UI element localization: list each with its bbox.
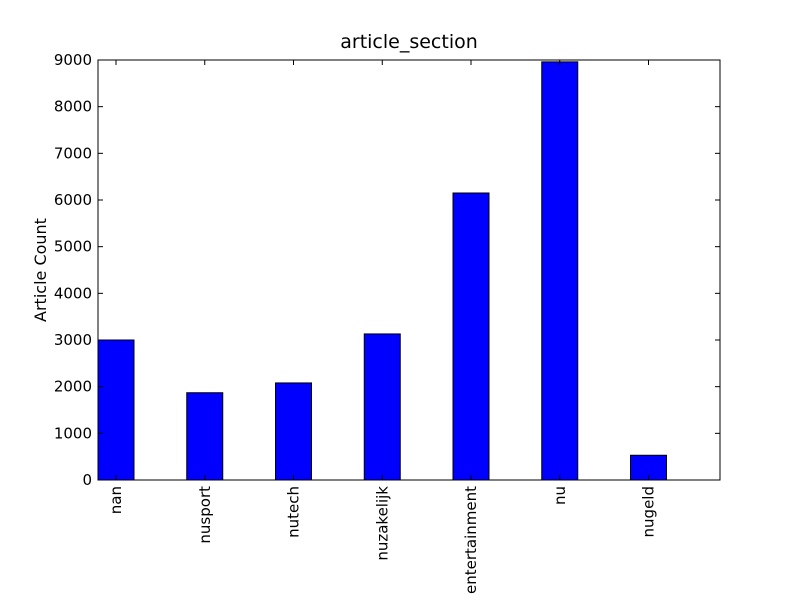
bars-layer xyxy=(97,61,667,481)
y-tick-label: 2000 xyxy=(54,378,92,396)
y-tick-label: 6000 xyxy=(54,191,92,209)
bar-nu xyxy=(541,61,579,481)
y-tick-label: 4000 xyxy=(54,284,92,302)
y-axis-label: Article Count xyxy=(31,218,50,322)
bar-entertainment xyxy=(452,192,490,481)
y-tick-label: 7000 xyxy=(54,144,92,162)
bar-nuzakelijk xyxy=(363,333,401,481)
y-tick-label: 9000 xyxy=(54,51,92,69)
x-tick-label: nutech xyxy=(285,486,303,538)
bar-nan xyxy=(97,339,135,481)
plot-frame xyxy=(97,59,721,481)
y-tick-label: 3000 xyxy=(54,331,92,349)
x-tick-label: nu xyxy=(551,486,569,505)
y-tick-label: 1000 xyxy=(54,424,92,442)
y-tick-label: 8000 xyxy=(54,98,92,116)
x-tick-label: nan xyxy=(107,486,125,514)
chart-title: article_section xyxy=(340,31,478,53)
x-tick-label: nuzakelijk xyxy=(373,486,391,561)
y-tick-label: 0 xyxy=(82,471,92,489)
ticks-layer: nan nusport nutech nuzakelijk entertainment n… xyxy=(54,51,720,594)
y-tick-label: 5000 xyxy=(54,238,92,256)
bar-nutech xyxy=(275,382,312,481)
bar-nusport xyxy=(186,392,224,481)
x-tick-label: entertainment xyxy=(462,486,480,594)
x-tick-label: nusport xyxy=(196,486,214,544)
x-tick-label: nugeld xyxy=(640,486,658,537)
